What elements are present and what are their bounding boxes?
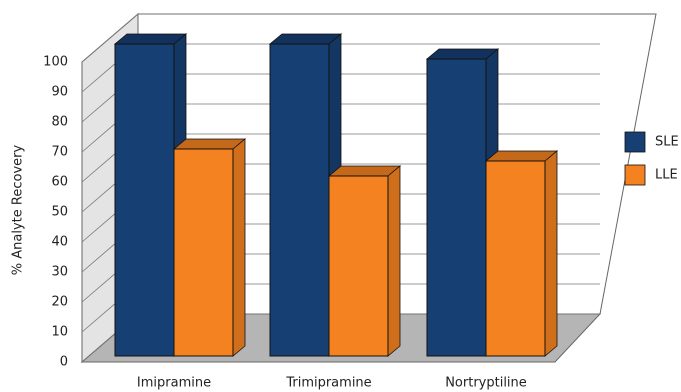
bar-side	[232, 138, 246, 357]
bar-front	[426, 58, 487, 357]
bar-front	[485, 160, 546, 357]
y-tick-label: 30	[51, 265, 68, 280]
y-tick-label: 40	[51, 235, 68, 250]
bar	[327, 165, 402, 357]
y-tick-label: 0	[60, 355, 68, 370]
bar-front	[173, 148, 234, 357]
y-tick-label: 90	[51, 85, 68, 100]
legend-label: SLE	[655, 135, 679, 150]
y-tick-label: 80	[51, 115, 68, 130]
bar-front	[328, 175, 389, 357]
bar	[268, 33, 343, 357]
y-tick-label: 10	[51, 325, 68, 340]
bar-side	[387, 165, 401, 357]
bar	[484, 150, 559, 357]
y-tick-label: 60	[51, 175, 68, 190]
bar-side	[544, 150, 558, 357]
x-tick-label: Imipramine	[137, 376, 211, 391]
x-tick-label: Nortryptiline	[445, 376, 527, 391]
y-tick-label: 20	[51, 295, 68, 310]
y-tick-label: 70	[51, 145, 68, 160]
y-axis-label: % Analyte Recovery	[11, 145, 26, 276]
x-tick-label: Trimipramine	[285, 376, 371, 391]
bar	[172, 138, 247, 357]
y-tick-label: 100	[43, 55, 68, 70]
bar-front	[269, 43, 330, 357]
grid-line	[81, 13, 139, 63]
legend-label: LLE	[655, 168, 678, 183]
legend-swatch	[624, 164, 646, 186]
bar-front	[114, 43, 175, 357]
legend-swatch	[624, 131, 646, 153]
y-tick-label: 50	[51, 205, 68, 220]
